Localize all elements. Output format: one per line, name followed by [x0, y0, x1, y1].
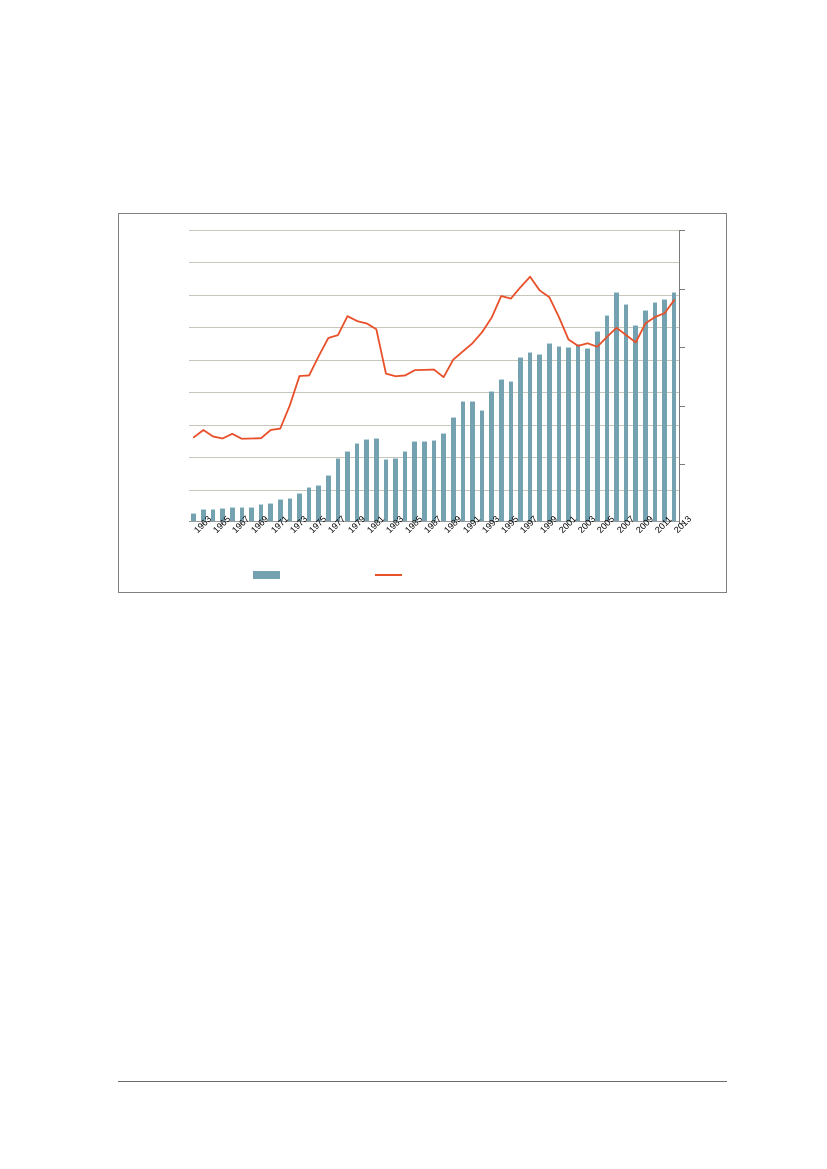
gridline	[189, 230, 679, 231]
bar	[402, 451, 408, 522]
bar	[201, 508, 206, 522]
bar	[460, 400, 466, 522]
bar	[518, 357, 523, 522]
bar	[489, 390, 494, 522]
bar	[575, 344, 581, 522]
bar	[585, 348, 591, 522]
bar	[479, 410, 485, 522]
bar	[249, 507, 254, 522]
bar	[229, 506, 235, 522]
line-series-path	[192, 275, 676, 440]
bar	[268, 502, 273, 522]
bar	[335, 458, 341, 522]
bar	[431, 439, 437, 522]
bar	[623, 304, 629, 522]
bar	[287, 498, 293, 522]
bar	[652, 301, 658, 522]
bar	[306, 486, 312, 522]
bar	[546, 342, 552, 522]
value-axis-tick	[679, 464, 685, 466]
bar	[354, 443, 360, 522]
gridline	[189, 262, 679, 264]
bar	[412, 441, 418, 522]
bar	[643, 310, 648, 522]
bar	[393, 457, 398, 522]
legend-swatch-bar-icon	[253, 571, 280, 579]
bar	[191, 513, 197, 522]
bar	[556, 345, 562, 522]
bar	[498, 378, 504, 522]
value-axis-tick	[679, 230, 685, 231]
value-axis-tick	[679, 288, 685, 290]
value-axis-tick	[679, 523, 685, 524]
category-axis-line	[189, 521, 679, 522]
bar	[383, 459, 389, 522]
bar	[450, 416, 456, 522]
plot-area	[189, 230, 679, 522]
bar	[566, 347, 571, 522]
bar	[422, 440, 427, 522]
value-axis-tick	[679, 347, 685, 349]
value-axis-tick	[679, 405, 685, 407]
bar	[614, 291, 619, 522]
bar	[633, 324, 639, 522]
bar	[537, 354, 542, 522]
bar	[258, 503, 264, 522]
bar	[604, 314, 610, 522]
bar	[595, 330, 600, 522]
legend-entry-bar-series[interactable]	[253, 568, 286, 582]
gridline	[189, 392, 679, 394]
gridline	[189, 294, 679, 296]
bar	[326, 474, 331, 522]
bar	[374, 437, 379, 522]
bar	[470, 400, 475, 522]
bar	[527, 352, 533, 522]
chart-container: 1963 1965 1967 1969 1971 1973 1975 1977 1979 1981…	[118, 213, 727, 593]
bar	[671, 291, 677, 522]
bar	[277, 499, 283, 522]
footer-rule	[118, 1081, 727, 1082]
legend-entry-line-series[interactable]	[375, 568, 408, 582]
line-series-group	[192, 275, 676, 440]
gridline	[189, 327, 679, 329]
chart-legend	[119, 566, 728, 586]
bar	[441, 432, 446, 522]
bar	[239, 506, 245, 522]
gridline	[189, 424, 679, 426]
bar	[662, 298, 667, 522]
category-axis-labels: 1963 1965 1967 1969 1971 1973 1975 1977 1979 1981…	[189, 514, 694, 572]
gridline	[189, 359, 679, 361]
bar-series-group	[189, 230, 679, 522]
bar	[297, 493, 302, 522]
bar	[508, 380, 514, 522]
bar	[220, 508, 225, 522]
bar	[364, 439, 370, 522]
value-axis	[679, 230, 685, 524]
bar	[316, 485, 321, 522]
bar	[345, 451, 350, 522]
legend-swatch-line-icon	[375, 574, 402, 576]
bar	[210, 508, 216, 522]
